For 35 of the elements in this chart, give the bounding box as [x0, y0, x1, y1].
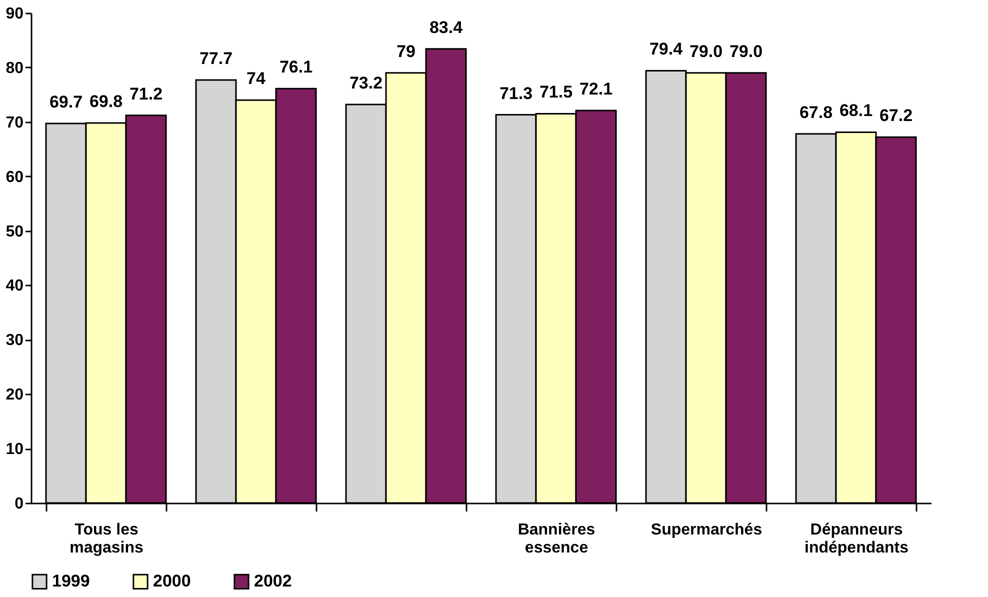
legend-label: 2002	[254, 572, 292, 591]
y-tick-label: 10	[6, 441, 24, 458]
data-label: 68.1	[839, 101, 873, 120]
y-tick-label: 0	[14, 496, 24, 512]
data-label: 71.5	[539, 82, 573, 102]
y-tick-label: 80	[6, 60, 24, 77]
data-label: 79	[396, 42, 416, 61]
y-tick-label: 60	[6, 168, 24, 186]
legend-label: 1999	[52, 572, 90, 591]
y-tick-label: 90	[6, 6, 24, 22]
x-tick-label: Dépanneurs indépendants	[804, 522, 909, 556]
data-label: 79.0	[729, 42, 763, 61]
data-label: 69.7	[49, 92, 83, 112]
y-tick-label: 30	[6, 332, 24, 350]
data-label: 79.0	[689, 42, 723, 61]
y-tick-label: 40	[6, 278, 24, 295]
data-label: 74	[246, 69, 266, 88]
data-label: 71.3	[499, 84, 533, 103]
data-label: 77.7	[199, 48, 233, 68]
x-tick-label: Supermarchés	[650, 522, 762, 538]
data-label: 76.1	[279, 58, 313, 77]
y-tick-label: 70	[6, 114, 24, 132]
data-label: 72.1	[579, 79, 613, 98]
data-label: 69.8	[89, 92, 123, 111]
x-tick-label: Bannières essence	[518, 522, 596, 556]
y-tick-label: 20	[6, 386, 24, 404]
data-label: 79.4	[649, 40, 684, 59]
data-label: 83.4	[429, 18, 464, 37]
data-label: 67.2	[879, 106, 913, 126]
data-label: 71.2	[129, 84, 163, 104]
data-label: 73.2	[349, 73, 383, 92]
legend-label: 2000	[153, 572, 191, 591]
x-tick-label: Tous les magasins	[70, 522, 144, 556]
y-tick-label: 50	[6, 223, 24, 240]
data-label: 67.8	[799, 102, 833, 122]
